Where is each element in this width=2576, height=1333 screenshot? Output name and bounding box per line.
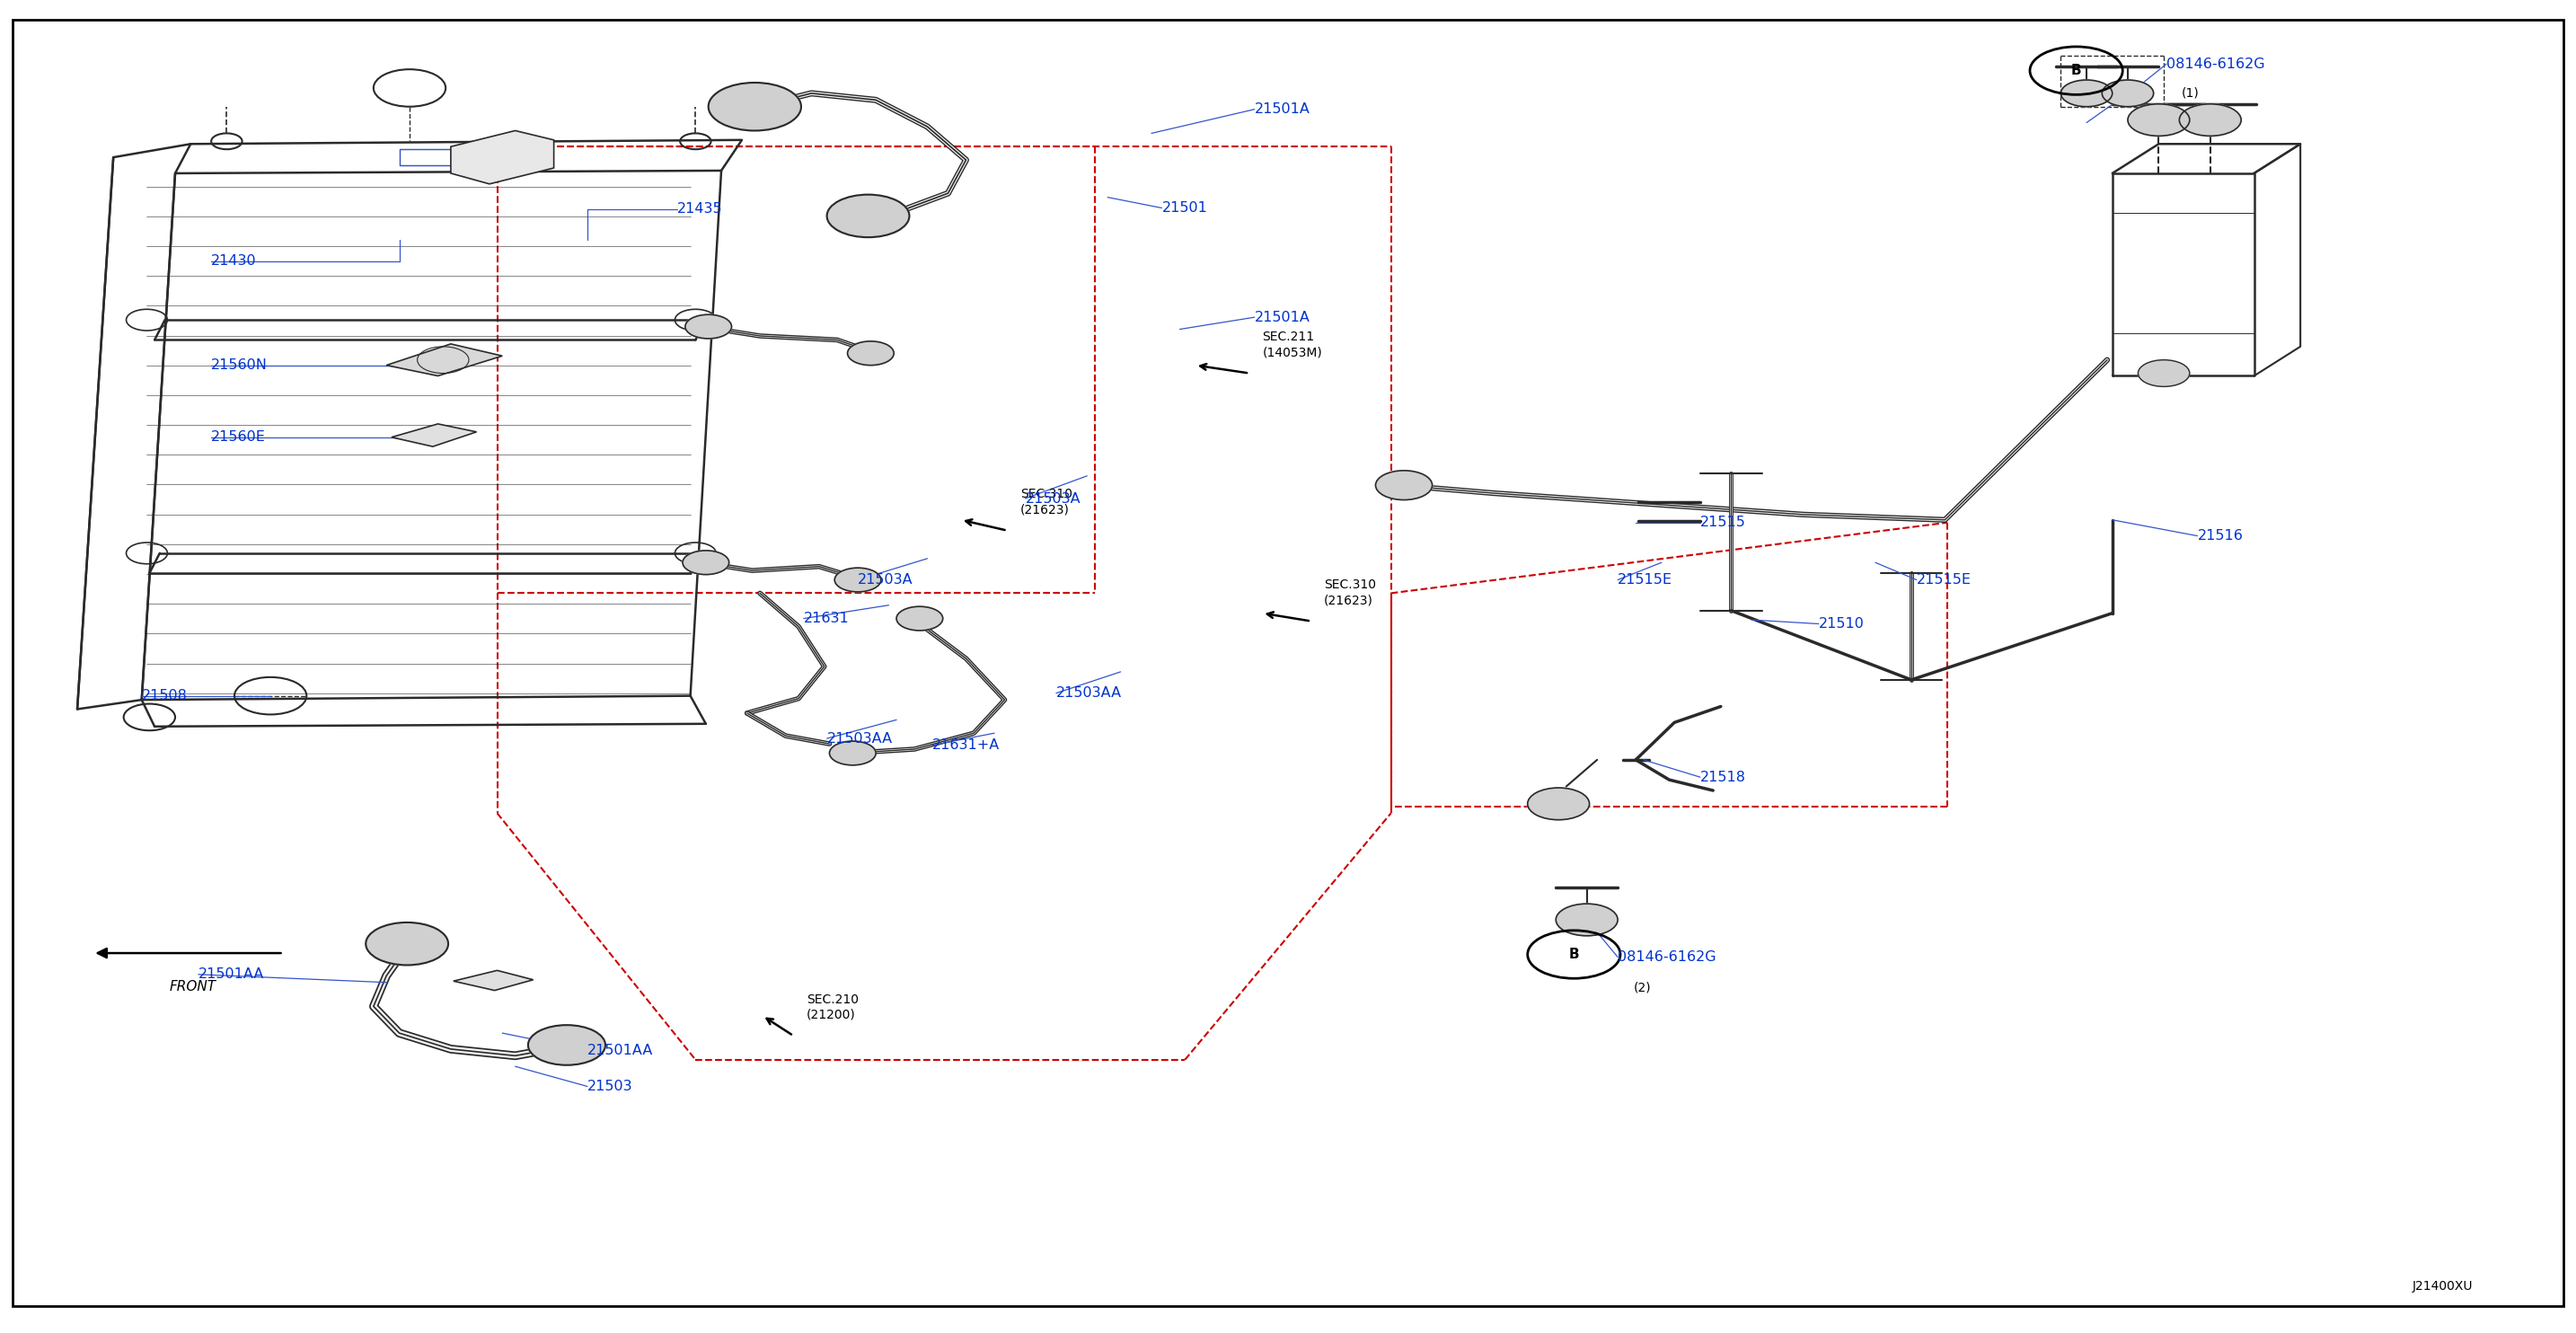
Text: 21430: 21430 [211,255,258,268]
Circle shape [896,607,943,631]
Text: 08146-6162G: 08146-6162G [2166,57,2264,71]
Circle shape [683,551,729,575]
Text: 21503A: 21503A [858,573,912,587]
Text: 21631: 21631 [804,612,850,625]
Text: 21515E: 21515E [1917,573,1971,587]
Text: SEC.210
(21200): SEC.210 (21200) [806,993,858,1021]
Text: FRONT: FRONT [170,980,216,993]
Text: 21518: 21518 [1700,770,1747,784]
Circle shape [829,741,876,765]
Circle shape [2061,80,2112,107]
Text: 21503: 21503 [587,1080,634,1093]
Text: SEC.310
(21623): SEC.310 (21623) [1020,488,1072,516]
Polygon shape [451,131,554,184]
Circle shape [835,568,881,592]
Text: 21435: 21435 [677,203,724,216]
Text: 08146-6162G: 08146-6162G [1618,950,1716,964]
Text: B: B [1569,948,1579,961]
Circle shape [1556,904,1618,936]
Circle shape [2138,360,2190,387]
Text: 21631+A: 21631+A [933,738,999,752]
Text: 21508: 21508 [142,689,188,702]
Circle shape [528,1025,605,1065]
Circle shape [848,341,894,365]
Text: 21510: 21510 [1819,617,1865,631]
Text: 21503AA: 21503AA [827,732,891,745]
Circle shape [2102,80,2154,107]
Text: (2): (2) [1633,981,1651,994]
Text: 21503A: 21503A [1025,492,1079,505]
Text: (1): (1) [2182,87,2200,100]
Text: 21501AA: 21501AA [587,1044,654,1057]
Text: B: B [2071,64,2081,77]
Polygon shape [386,344,502,376]
Text: 21515: 21515 [1700,516,1747,529]
Text: SEC.310
(21623): SEC.310 (21623) [1324,579,1376,607]
Circle shape [1528,788,1589,820]
Circle shape [685,315,732,339]
Text: 21501AA: 21501AA [198,968,265,981]
Circle shape [366,922,448,965]
Text: 21501A: 21501A [1255,311,1311,324]
Circle shape [708,83,801,131]
Text: 21503AA: 21503AA [1056,686,1121,700]
Text: 21560E: 21560E [211,431,265,444]
Text: J21400XU: J21400XU [2411,1280,2473,1293]
Text: 21501A: 21501A [1255,103,1311,116]
Text: SEC.211
(14053M): SEC.211 (14053M) [1262,331,1321,359]
Text: 21501: 21501 [1162,201,1208,215]
Polygon shape [392,424,477,447]
Circle shape [1376,471,1432,500]
Text: 21515E: 21515E [1618,573,1672,587]
Text: 21516: 21516 [2197,529,2244,543]
Circle shape [827,195,909,237]
Circle shape [2179,104,2241,136]
Polygon shape [453,970,533,990]
Circle shape [2128,104,2190,136]
Text: 21560N: 21560N [211,359,268,372]
